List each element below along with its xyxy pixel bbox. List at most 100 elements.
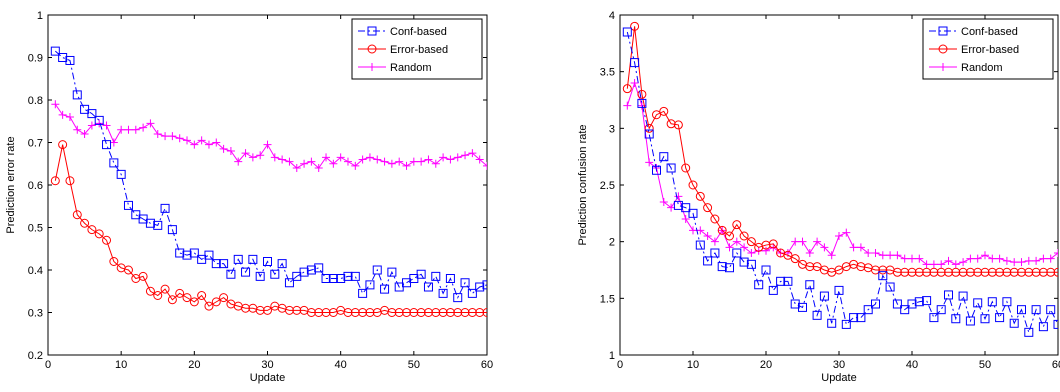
data-point — [87, 109, 97, 119]
data-point — [300, 159, 309, 168]
data-point — [204, 250, 214, 260]
data-point — [256, 151, 265, 160]
y-tick-label: 0.9 — [28, 53, 43, 65]
data-point — [153, 220, 163, 230]
data-point — [637, 98, 647, 108]
data-point — [980, 314, 990, 324]
data-point — [424, 155, 433, 164]
data-point — [58, 140, 68, 150]
data-point — [762, 246, 770, 255]
x-axis-label: Update — [821, 372, 856, 384]
data-point — [717, 225, 727, 235]
data-point — [255, 305, 265, 315]
data-point — [695, 191, 705, 201]
data-point — [102, 235, 112, 245]
y-tick-label: 1.5 — [600, 293, 615, 305]
y-axis-label: Prediction confusion rate — [577, 124, 589, 245]
data-point — [746, 259, 756, 269]
data-point — [145, 286, 155, 296]
data-point — [907, 267, 917, 277]
data-point — [212, 138, 221, 147]
data-point — [1046, 305, 1056, 315]
data-point — [263, 140, 272, 149]
data-point — [1031, 267, 1041, 277]
data-point — [791, 237, 800, 246]
data-point — [1002, 297, 1012, 307]
legend-label: Error-based — [390, 44, 448, 56]
data-point — [688, 208, 698, 218]
data-point — [460, 308, 470, 317]
data-point — [439, 153, 448, 162]
data-point — [431, 308, 441, 317]
data-point — [1017, 258, 1026, 267]
legend-label: Random — [390, 62, 432, 74]
data-point — [746, 237, 756, 247]
data-point — [988, 254, 997, 263]
data-point — [936, 267, 946, 277]
data-point — [241, 267, 251, 277]
data-point — [123, 200, 133, 210]
data-point — [849, 243, 858, 252]
data-point — [805, 262, 815, 272]
data-point — [834, 285, 844, 295]
x-tick-label: 10 — [687, 359, 699, 371]
data-point — [732, 248, 742, 258]
data-point — [980, 267, 990, 277]
data-point — [423, 282, 433, 292]
data-point — [681, 215, 690, 223]
data-point — [666, 119, 676, 129]
data-point — [689, 226, 697, 235]
data-point — [900, 267, 910, 277]
y-axis-label: Prediction error rate — [5, 136, 17, 233]
data-point — [812, 310, 822, 320]
data-point — [380, 284, 390, 294]
data-point — [168, 132, 177, 141]
data-point — [1046, 254, 1055, 263]
data-point — [834, 265, 844, 275]
y-tick-label: 3 — [609, 123, 615, 135]
data-point — [929, 313, 939, 323]
data-point — [827, 318, 837, 328]
data-point — [703, 203, 713, 213]
data-point — [1024, 267, 1034, 277]
data-point — [416, 269, 426, 279]
legend-label: Conf-based — [390, 26, 447, 38]
data-point — [467, 288, 477, 298]
data-point — [167, 225, 177, 235]
data-point — [299, 267, 309, 277]
data-point — [622, 27, 632, 37]
data-point — [798, 302, 807, 312]
data-point — [483, 161, 487, 170]
data-point — [351, 161, 360, 170]
data-point — [482, 308, 487, 317]
data-point — [776, 276, 786, 286]
data-point — [292, 164, 301, 172]
data-point — [482, 280, 487, 290]
data-point — [878, 251, 887, 260]
data-point — [109, 138, 118, 147]
data-point — [622, 84, 632, 94]
data-point — [725, 263, 734, 273]
data-point — [790, 299, 800, 309]
data-point — [710, 214, 720, 224]
data-point — [211, 297, 221, 307]
data-point — [328, 274, 338, 283]
data-point — [241, 303, 251, 313]
data-point — [72, 90, 82, 100]
data-point — [204, 140, 213, 149]
data-point — [350, 308, 360, 317]
data-point — [139, 123, 148, 132]
data-point — [688, 180, 698, 190]
data-layer — [622, 21, 1058, 337]
y-tick-label: 1 — [37, 10, 43, 22]
data-point — [358, 288, 368, 298]
data-point — [1024, 256, 1033, 265]
series-random — [51, 100, 487, 172]
x-tick-label: 30 — [261, 359, 273, 371]
data-point — [109, 158, 119, 168]
y-tick-label: 0.7 — [28, 138, 43, 150]
data-point — [973, 254, 982, 263]
data-point — [900, 305, 910, 315]
data-point — [696, 226, 705, 235]
data-point — [987, 297, 997, 307]
